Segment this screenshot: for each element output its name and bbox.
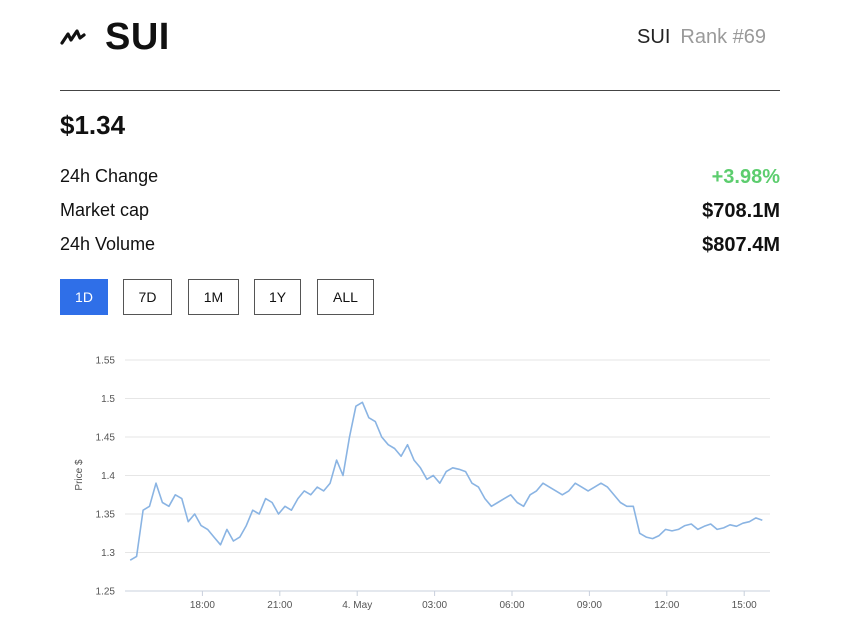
stat-label: Market cap	[60, 200, 150, 220]
stat-label: 24h Volume	[60, 234, 156, 254]
y-tick-label: 1.3	[101, 548, 115, 559]
price-series-line	[129, 401, 763, 561]
x-tick-label: 18:00	[190, 600, 215, 611]
x-tick-label: 12:00	[654, 600, 679, 611]
coin-name: SUI	[105, 16, 170, 58]
divider	[60, 90, 780, 91]
x-tick-label: 4. May	[342, 600, 372, 611]
y-tick-label: 1.4	[101, 471, 115, 482]
stat-label: 24h Change	[60, 166, 159, 186]
header: SUI SUI Rank #69	[60, 14, 780, 64]
stat-row-market-cap: Market cap $708.1M	[60, 200, 780, 226]
current-price: $1.34	[60, 110, 126, 140]
range-button-1m[interactable]: 1M	[188, 279, 239, 315]
y-tick-label: 1.25	[96, 587, 116, 598]
y-tick-label: 1.45	[96, 433, 116, 444]
range-button-1y[interactable]: 1Y	[254, 279, 301, 315]
stat-value: +3.98%	[711, 166, 780, 188]
x-tick-label: 03:00	[422, 600, 447, 611]
stat-value: $807.4M	[702, 234, 780, 256]
price-chart: 1.55 1.5 1.45 1.4 1.35 1.3 1.25 18:00 21:00 4. M…	[74, 356, 770, 611]
stat-row-24h-change: 24h Change +3.98%	[60, 166, 780, 192]
y-tick-label: 1.5	[101, 394, 115, 405]
range-button-all[interactable]: ALL	[317, 279, 374, 315]
stat-row-24h-volume: 24h Volume $807.4M	[60, 234, 780, 260]
x-tick-label: 15:00	[732, 600, 757, 611]
sui-logo-icon	[60, 29, 86, 45]
range-button-7d[interactable]: 7D	[123, 279, 172, 315]
x-tick-label: 21:00	[267, 600, 292, 611]
y-tick-label: 1.35	[96, 510, 116, 521]
x-tick-label: 06:00	[499, 600, 524, 611]
coin-symbol: SUI	[637, 26, 671, 48]
y-axis-title: Price $	[74, 459, 85, 491]
y-tick-label: 1.55	[96, 356, 116, 367]
x-tick-label: 09:00	[577, 600, 602, 611]
coin-rank: Rank #69	[680, 26, 766, 48]
range-button-1d[interactable]: 1D	[60, 279, 108, 315]
stat-value: $708.1M	[702, 200, 780, 222]
coin-meta: SUI Rank #69	[637, 26, 766, 49]
